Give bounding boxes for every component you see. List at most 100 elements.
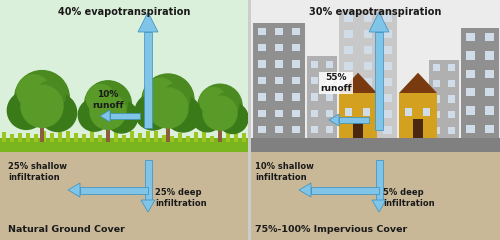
Bar <box>292 44 300 51</box>
Bar <box>485 70 494 78</box>
Circle shape <box>148 88 188 128</box>
Bar <box>383 14 392 22</box>
Bar <box>404 108 412 115</box>
Bar <box>466 106 475 115</box>
Bar <box>292 60 300 68</box>
Bar <box>144 32 152 128</box>
Text: 30% evapotranspiration: 30% evapotranspiration <box>309 7 441 17</box>
Bar <box>66 135 70 142</box>
Bar <box>130 134 134 142</box>
Bar <box>311 60 318 68</box>
Bar <box>375 32 383 130</box>
Bar <box>448 127 455 134</box>
Bar <box>311 110 318 117</box>
Polygon shape <box>299 183 311 197</box>
Circle shape <box>21 85 63 127</box>
Bar <box>50 133 54 142</box>
Bar <box>26 132 30 142</box>
Bar <box>186 131 190 142</box>
Bar <box>10 129 14 142</box>
Bar <box>258 126 266 133</box>
Polygon shape <box>399 73 437 93</box>
Bar <box>383 62 392 70</box>
Bar <box>307 56 337 138</box>
Bar <box>383 46 392 54</box>
Bar <box>210 129 214 142</box>
Bar <box>344 126 353 134</box>
Bar <box>275 110 283 117</box>
Bar <box>178 129 182 142</box>
Bar <box>466 33 475 41</box>
Circle shape <box>36 81 65 110</box>
Polygon shape <box>68 183 80 197</box>
Bar <box>352 119 364 138</box>
Bar <box>80 186 148 193</box>
Polygon shape <box>329 114 339 126</box>
Bar <box>0 152 248 240</box>
Circle shape <box>86 84 115 113</box>
Bar <box>292 28 300 35</box>
Bar <box>399 93 437 138</box>
Bar <box>364 110 372 118</box>
Polygon shape <box>138 12 158 32</box>
Bar <box>383 94 392 102</box>
Bar <box>412 119 424 138</box>
Bar <box>448 64 455 71</box>
Text: 40% evapotranspiration: 40% evapotranspiration <box>58 7 190 17</box>
Bar <box>383 126 392 134</box>
Bar <box>275 60 283 68</box>
Text: 10%
runoff: 10% runoff <box>92 90 124 110</box>
Circle shape <box>39 94 76 132</box>
Bar <box>485 33 494 41</box>
Bar <box>18 131 22 142</box>
Bar <box>258 93 266 101</box>
Bar <box>138 136 142 142</box>
Bar <box>344 46 353 54</box>
Bar <box>364 30 372 38</box>
Polygon shape <box>339 73 377 93</box>
Bar <box>311 186 379 193</box>
Bar <box>82 132 86 142</box>
Bar <box>364 78 372 86</box>
Bar <box>162 129 166 142</box>
Bar <box>485 51 494 60</box>
Bar <box>253 23 305 138</box>
Bar <box>339 93 377 138</box>
Bar <box>326 93 333 101</box>
Circle shape <box>165 96 201 132</box>
Bar <box>58 133 62 142</box>
Bar <box>344 62 353 70</box>
Bar <box>344 14 353 22</box>
Bar <box>311 126 318 133</box>
Text: 25% deep
infiltration: 25% deep infiltration <box>155 188 206 208</box>
Bar <box>466 51 475 60</box>
Bar <box>292 126 300 133</box>
Circle shape <box>144 78 176 110</box>
Bar <box>170 136 174 142</box>
Bar <box>40 127 44 142</box>
Bar <box>433 127 440 134</box>
Bar <box>34 136 38 142</box>
Bar <box>433 64 440 71</box>
Bar <box>448 80 455 87</box>
Bar <box>114 134 118 142</box>
Bar <box>326 110 333 117</box>
Circle shape <box>200 88 227 115</box>
Bar <box>383 78 392 86</box>
Bar <box>275 77 283 84</box>
Bar <box>376 160 382 200</box>
Circle shape <box>203 96 237 130</box>
Text: 5% deep
infiltration: 5% deep infiltration <box>383 188 434 208</box>
Bar <box>242 134 246 142</box>
Bar <box>466 70 475 78</box>
Bar <box>344 110 353 118</box>
Bar <box>0 0 248 152</box>
Bar <box>326 126 333 133</box>
Bar <box>275 28 283 35</box>
Bar <box>251 152 500 240</box>
Bar <box>433 80 440 87</box>
Bar <box>251 0 500 152</box>
Bar <box>74 134 78 142</box>
Polygon shape <box>369 12 389 32</box>
Bar <box>42 134 46 142</box>
